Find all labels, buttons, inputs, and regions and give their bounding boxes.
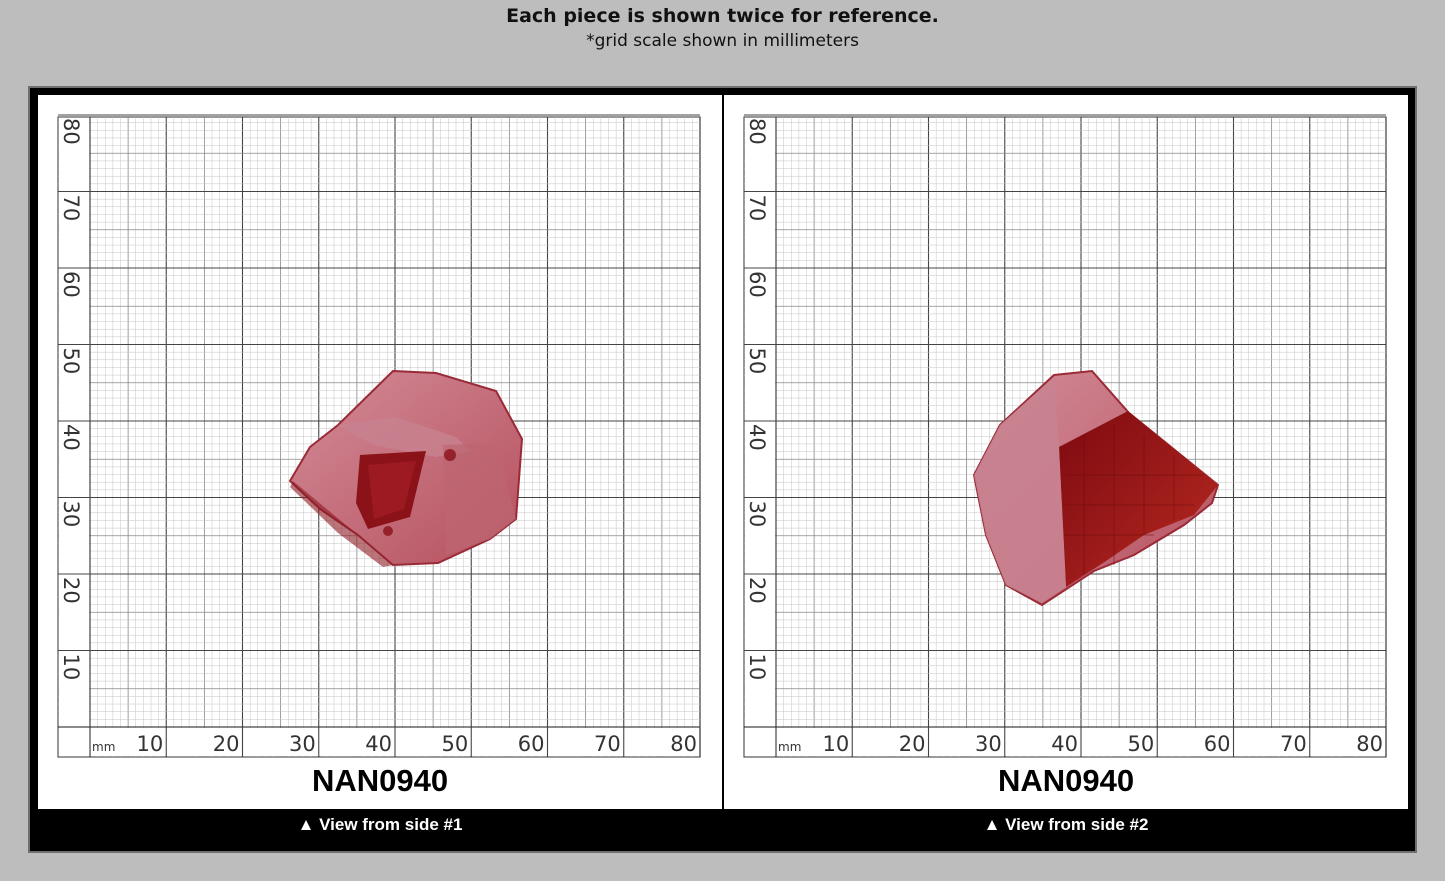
x-tick-label: 40 [1051, 732, 1078, 756]
y-tick-label: 70 [745, 195, 769, 222]
x-tick-label: 10 [137, 732, 164, 756]
y-tick-label: 30 [59, 501, 83, 528]
x-tick-label: 10 [823, 732, 850, 756]
gemstone-photo-side-1 [288, 369, 524, 567]
y-tick-label: 80 [59, 118, 83, 145]
unit-label: mm [92, 740, 115, 754]
x-tick-label: 40 [365, 732, 392, 756]
view-panel-side-1: mm 10 20 30 40 50 60 70 80 10 20 30 40 50 60 70 80 NAN09… [38, 95, 722, 809]
y-tick-label: 10 [59, 654, 83, 681]
mm-grid-1: mm 10 20 30 40 50 60 70 80 10 20 30 40 50 60 70 80 [57, 114, 701, 758]
y-tick-label: 30 [745, 501, 769, 528]
page-subtitle: *grid scale shown in millimeters [586, 31, 859, 51]
page-title: Each piece is shown twice for reference. [506, 5, 939, 27]
unit-label: mm [778, 740, 801, 754]
x-tick-label: 60 [518, 732, 545, 756]
x-tick-label: 80 [670, 732, 697, 756]
x-tick-label: 70 [1280, 732, 1307, 756]
view-caption-side-2: ▲ View from side #2 [983, 815, 1149, 834]
y-tick-label: 50 [745, 348, 769, 375]
piece-id-label: NAN0940 [997, 763, 1135, 798]
y-tick-label: 40 [745, 424, 769, 451]
header: Each piece is shown twice for reference.… [0, 0, 1445, 86]
x-tick-label: 50 [1128, 732, 1155, 756]
y-tick-label: 40 [59, 424, 83, 451]
x-tick-label: 50 [442, 732, 469, 756]
x-tick-label: 20 [899, 732, 926, 756]
x-tick-label: 70 [594, 732, 621, 756]
x-tick-label: 30 [289, 732, 316, 756]
grid-reflection [1064, 425, 1204, 575]
gemstone-photo-side-2 [972, 369, 1220, 607]
y-tick-label: 50 [59, 348, 83, 375]
x-tick-label: 80 [1356, 732, 1383, 756]
y-tick-label: 80 [745, 118, 769, 145]
x-tick-label: 60 [1204, 732, 1231, 756]
mm-grid-2: mm 10 20 30 40 50 60 70 80 10 20 30 40 50 60 70 80 [743, 114, 1387, 758]
y-tick-label: 60 [745, 271, 769, 298]
x-tick-label: 20 [213, 732, 240, 756]
x-tick-label: 30 [975, 732, 1002, 756]
y-tick-label: 10 [745, 654, 769, 681]
y-tick-label: 70 [59, 195, 83, 222]
y-tick-label: 20 [59, 577, 83, 604]
y-tick-label: 20 [745, 577, 769, 604]
y-tick-label: 60 [59, 271, 83, 298]
view-panel-side-2: mm 10 20 30 40 50 60 70 80 10 20 30 40 50 60 70 80 NAN09… [724, 95, 1408, 809]
piece-id-label: NAN0940 [311, 763, 449, 798]
view-caption-side-1: ▲ View from side #1 [297, 815, 463, 834]
